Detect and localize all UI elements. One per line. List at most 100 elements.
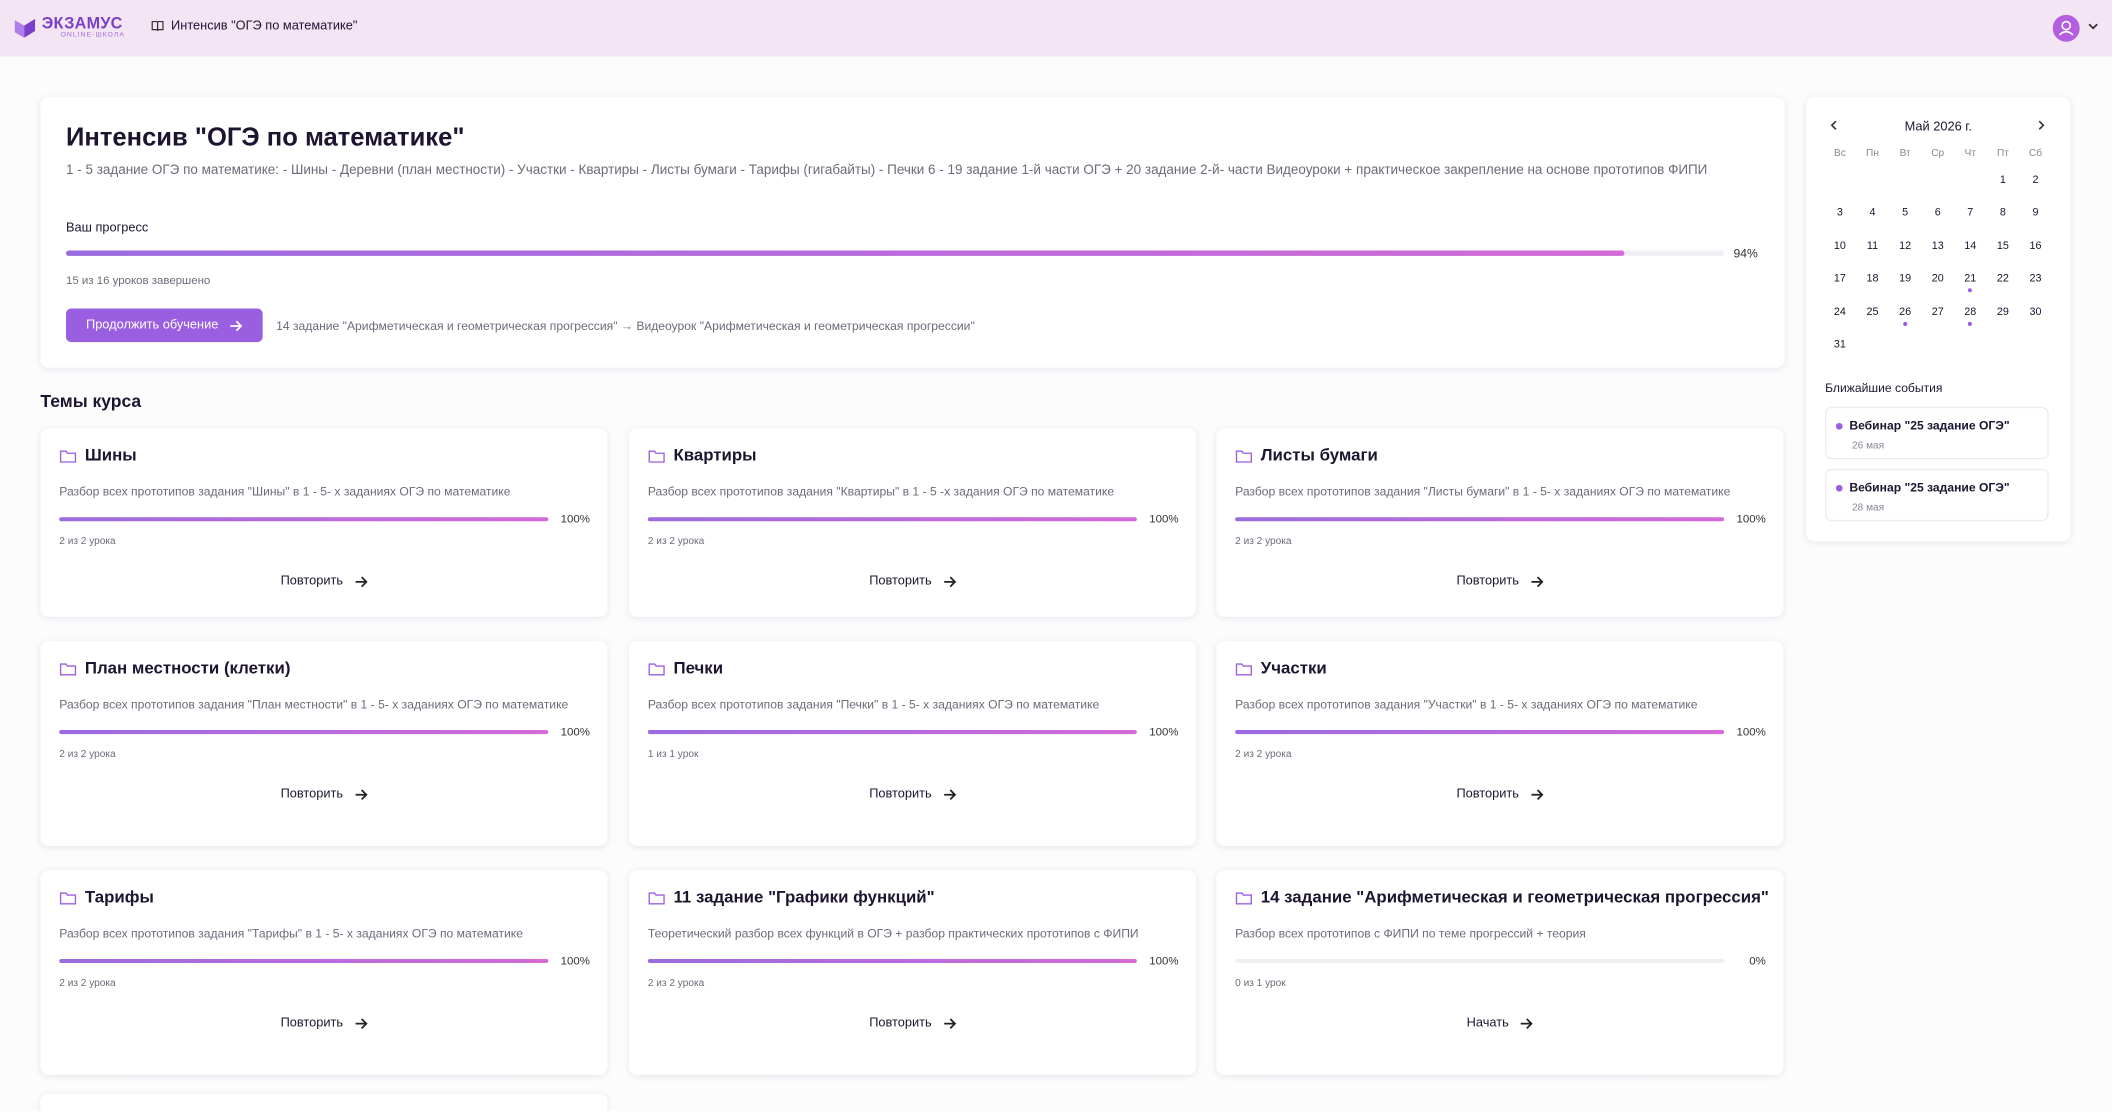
course-link[interactable]: Интенсив "ОГЭ по математике": [151, 19, 357, 34]
topic-progress-fill: [647, 730, 1137, 735]
calendar-day[interactable]: 26: [1899, 305, 1912, 318]
weekday: Чт: [1964, 146, 1976, 159]
completed-text: 15 из 16 уроков завершено: [66, 273, 211, 287]
progress-label: Ваш прогресс: [66, 220, 149, 236]
prev-month[interactable]: [1829, 120, 1840, 131]
topic-title: План местности (клетки): [84, 658, 291, 678]
topic-heading: Печки: [648, 659, 723, 678]
calendar-day[interactable]: 8: [1999, 206, 2006, 219]
calendar-day[interactable]: 16: [2029, 239, 2042, 252]
calendar-day[interactable]: 7: [1967, 206, 1974, 219]
calendar-day[interactable]: 14: [1964, 239, 1977, 252]
calendar-day[interactable]: 30: [2029, 305, 2042, 318]
topic-action[interactable]: Повторить: [40, 1016, 607, 1030]
calendar-day[interactable]: 27: [1931, 305, 1944, 318]
calendar-day[interactable]: 17: [1833, 272, 1846, 285]
calendar-day[interactable]: 21: [1964, 272, 1977, 285]
calendar-day[interactable]: 2: [2032, 173, 2039, 186]
topics-title: Темы курса: [40, 390, 142, 411]
calendar-day[interactable]: 22: [1996, 272, 2009, 285]
topic-action-label: Повторить: [1456, 786, 1519, 802]
weekday: Ср: [1931, 146, 1945, 159]
calendar-day[interactable]: 1: [1999, 173, 2006, 186]
calendar-month: Май 2026 г.: [1904, 119, 1972, 135]
topic-lessons: 2 из 2 урока: [647, 534, 705, 547]
calendar-day[interactable]: 15: [1996, 239, 2009, 252]
logo-icon: [14, 18, 36, 38]
event-title: Вебинар "25 задание ОГЭ": [1849, 418, 2010, 433]
topic-action[interactable]: Повторить: [629, 787, 1196, 801]
topic-progress-track: [1235, 959, 1725, 964]
topic-progress-percent: 100%: [1736, 511, 1766, 526]
calendar-day[interactable]: 10: [1833, 239, 1846, 252]
topic-card: Участки Разбор всех прототипов задания "У…: [1216, 641, 1784, 846]
topic-action[interactable]: Повторить: [629, 574, 1196, 589]
continue-button[interactable]: Продолжить обучение: [66, 308, 263, 343]
calendar-day[interactable]: 13: [1931, 239, 1944, 252]
topic-progress-percent: 100%: [560, 953, 590, 968]
topic-progress-fill: [59, 959, 549, 964]
topic-action[interactable]: Повторить: [629, 1016, 1196, 1030]
event-bullet: [1835, 484, 1843, 492]
progress-fill: [66, 250, 1625, 256]
topic-heading: Участки: [1235, 659, 1327, 678]
calendar-day[interactable]: 19: [1899, 272, 1912, 285]
weekday: Сб: [2028, 146, 2043, 159]
topic-description: Разбор всех прототипов с ФИПИ по теме пр…: [1235, 926, 1586, 941]
topic-action[interactable]: Повторить: [40, 574, 607, 589]
calendar-card: Май 2026 г. Ближайшие события Вс Пн Вт Ср Чт…: [1806, 96, 2071, 542]
event-dot: [1903, 321, 1908, 326]
event-item[interactable]: Вебинар "25 задание ОГЭ" 26 мая: [1825, 406, 2049, 460]
calendar-day[interactable]: 18: [1866, 272, 1879, 285]
topic-progress-fill: [1235, 517, 1725, 522]
topic-action[interactable]: Повторить: [1216, 786, 1783, 802]
topic-lessons: 2 из 2 урока: [647, 976, 705, 989]
calendar-day[interactable]: 29: [1996, 305, 2009, 318]
topic-title: Шины: [84, 445, 137, 465]
topic-action-label: Начать: [1466, 1015, 1509, 1031]
calendar-day[interactable]: 12: [1899, 239, 1912, 252]
calendar-day[interactable]: 31: [1833, 338, 1846, 351]
topic-card: Печки Разбор всех прототипов задания "Печ…: [629, 641, 1197, 846]
calendar-day[interactable]: 11: [1866, 239, 1879, 252]
topic-card: Тарифы Разбор всех прототипов задания "Та…: [40, 870, 608, 1075]
arrow-icon: [230, 319, 243, 331]
arrow-icon: [355, 575, 368, 587]
calendar-day[interactable]: 20: [1931, 272, 1944, 285]
calendar-day[interactable]: 28: [1964, 305, 1977, 318]
weekday: Вс: [1834, 146, 1846, 159]
topic-action[interactable]: Начать: [1216, 1015, 1783, 1031]
logo[interactable]: ЭКЗАМУС ONLINE-ШКОЛА: [13, 15, 125, 39]
topic-lessons: 2 из 2 урока: [59, 747, 116, 760]
weekday: Пн: [1866, 146, 1879, 159]
calendar-day[interactable]: 4: [1869, 206, 1876, 219]
avatar[interactable]: [2052, 14, 2080, 42]
arrow-icon: [1531, 788, 1544, 800]
folder-icon: [648, 891, 665, 904]
calendar-day[interactable]: 3: [1836, 206, 1843, 219]
topic-progress-fill: [59, 730, 549, 735]
calendar-day[interactable]: 25: [1866, 305, 1879, 318]
topic-action[interactable]: Повторить: [1216, 574, 1783, 589]
calendar-day[interactable]: 9: [2032, 206, 2039, 219]
calendar-day[interactable]: 5: [1902, 206, 1909, 219]
topic-description: Разбор всех прототипов задания "Шины" в …: [59, 484, 511, 499]
menu-chevron[interactable]: [2086, 20, 2099, 33]
event-item[interactable]: Вебинар "25 задание ОГЭ" 28 мая: [1825, 468, 2049, 522]
folder-icon: [1235, 662, 1252, 675]
topic-description: Разбор всех прототипов задания "Печки" в…: [647, 697, 1100, 712]
topic-title: Квартиры: [673, 445, 757, 465]
next-month[interactable]: [2035, 120, 2046, 131]
folder-icon: [59, 891, 77, 904]
topic-description: Разбор всех прототипов задания "Участки"…: [1235, 697, 1698, 712]
calendar-day[interactable]: 6: [1934, 206, 1941, 219]
topic-lessons: 0 из 1 урок: [1235, 976, 1286, 989]
topic-lessons: 1 из 1 урок: [647, 747, 699, 760]
topic-action[interactable]: Повторить: [40, 787, 607, 801]
calendar-day[interactable]: 23: [2029, 272, 2042, 285]
topic-description: Разбор всех прототипов задания "План мес…: [59, 697, 569, 712]
arrow-icon: [355, 1017, 368, 1029]
calendar-day[interactable]: 24: [1833, 305, 1846, 318]
